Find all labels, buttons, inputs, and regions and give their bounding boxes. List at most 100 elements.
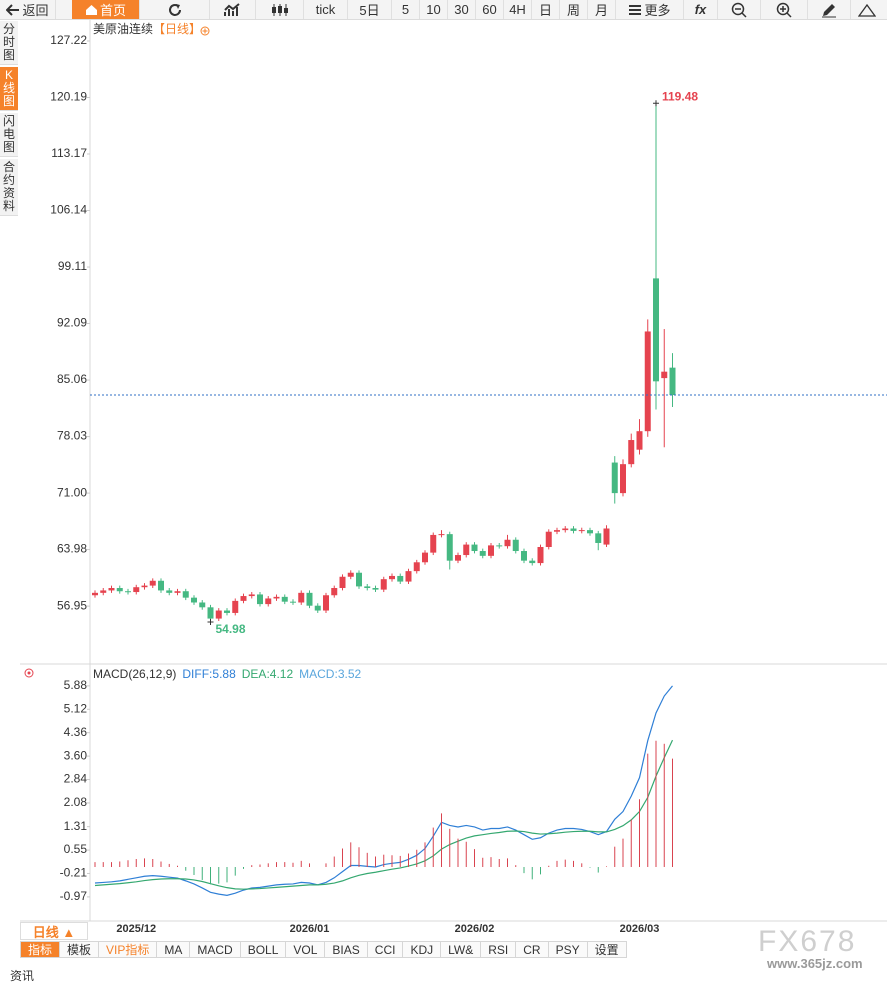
candle-body	[644, 331, 651, 432]
candle-body	[257, 594, 263, 605]
side-tab[interactable]: 闪电图	[0, 113, 18, 157]
y-tick-label: 78.03	[57, 429, 87, 443]
indicator-tabs: 指标 模板 VIP指标 MA MACD BOLL VOL BIAS CCI KDJ LW& RSI CR…	[20, 941, 627, 958]
period-button[interactable]: 月	[588, 0, 616, 19]
period-button[interactable]: 日	[532, 0, 560, 19]
y-tick-label: 2.08	[64, 795, 88, 809]
indicator-tab[interactable]: KDJ	[403, 941, 442, 958]
collapse-button[interactable]	[851, 0, 883, 19]
indicator-tab[interactable]: MACD	[190, 941, 241, 958]
period-button[interactable]: 5日	[348, 0, 392, 19]
back-button[interactable]: 返回	[0, 0, 56, 19]
candle-body	[603, 528, 610, 545]
settings-icon[interactable]	[24, 668, 34, 678]
side-tab[interactable]: K线图	[0, 67, 18, 111]
candle-body	[224, 610, 230, 613]
candle-body	[620, 464, 626, 494]
candle-body	[669, 367, 676, 395]
home-button[interactable]: 首页	[72, 0, 140, 19]
indicator-tab[interactable]: RSI	[481, 941, 517, 958]
period-button[interactable]: 4H	[504, 0, 532, 19]
y-tick-label: 1.31	[64, 819, 88, 833]
candle-body	[273, 596, 280, 599]
refresh-button[interactable]	[140, 0, 210, 19]
candle-body	[537, 546, 544, 564]
candle-body	[446, 534, 453, 561]
y-tick-label: 127.22	[50, 33, 87, 47]
period-button[interactable]: 周	[560, 0, 588, 19]
candle-body	[471, 544, 478, 552]
period-button[interactable]: 60	[476, 0, 504, 19]
candle-body	[397, 575, 404, 582]
more-button[interactable]: 更多	[616, 0, 684, 19]
x-tick-label: 2025/12	[116, 923, 156, 935]
min-label: 54.98	[216, 622, 246, 636]
legend-separator: :	[266, 667, 269, 681]
candle-body	[529, 560, 536, 564]
candle-body	[290, 601, 296, 603]
side-tab[interactable]: 合约资料	[0, 159, 18, 216]
chart-type-button[interactable]	[210, 0, 256, 19]
candle-body	[438, 534, 445, 536]
period-selector[interactable]: 日线 ▲	[20, 922, 88, 940]
watermark-site: www.365jz.com	[764, 956, 866, 971]
candle-body	[611, 462, 618, 494]
indicator-tab[interactable]: 设置	[587, 941, 627, 958]
period-button[interactable]: 10	[420, 0, 448, 19]
candle-body	[240, 596, 247, 601]
indicator-tab[interactable]: CR	[516, 941, 549, 958]
candle-body	[512, 539, 519, 552]
candle-body	[281, 596, 288, 602]
period-button[interactable]: 30	[448, 0, 476, 19]
indicator-tab[interactable]: LW&	[441, 941, 482, 958]
candle-body	[636, 431, 643, 450]
draw-button[interactable]	[808, 0, 851, 19]
indicator-tab[interactable]: VOL	[286, 941, 326, 958]
indicator-tab[interactable]: BIAS	[325, 941, 368, 958]
y-tick-label: 63.98	[57, 542, 87, 556]
indicator-tab[interactable]: PSY	[548, 941, 588, 958]
zoom-out-button[interactable]	[718, 0, 761, 19]
indicator-tab[interactable]: 模板	[60, 941, 100, 958]
chart-title: 美原油连续【日线】	[93, 21, 201, 36]
indicator-tab[interactable]: VIP指标	[99, 941, 158, 958]
candle-body	[570, 528, 577, 531]
y-tick-label: 113.17	[51, 146, 87, 160]
candle-body	[199, 602, 206, 608]
y-tick-label: 99.11	[58, 259, 87, 273]
candle-body	[488, 545, 494, 556]
candle-body	[587, 530, 593, 534]
footer-tab[interactable]: 资讯	[10, 969, 35, 983]
formula-button[interactable]: fx	[684, 0, 718, 19]
candle-body	[661, 371, 668, 379]
candle-body	[372, 588, 379, 590]
candle-body	[92, 592, 98, 596]
add-icon[interactable]	[200, 26, 210, 36]
candle-body	[595, 533, 602, 543]
legend-value: 4.12	[270, 667, 294, 681]
indicator-tab[interactable]: MA	[157, 941, 191, 958]
indicator-tab[interactable]: BOLL	[240, 941, 287, 958]
x-tick-label: 2026/02	[455, 923, 495, 935]
y-tick-label: -0.97	[60, 889, 88, 903]
y-tick-label: 5.12	[64, 701, 88, 715]
candle-type-button[interactable]	[256, 0, 304, 19]
candle-body	[248, 594, 255, 597]
zoom-in-button[interactable]	[761, 0, 808, 19]
period-label: 【日线】	[153, 22, 201, 36]
side-tabs: 分时图 K线图闪电图合约资料	[0, 21, 18, 218]
legend-separator: :	[334, 667, 337, 681]
min-marker	[207, 618, 214, 625]
period-button[interactable]: tick	[304, 0, 348, 19]
indicator-tab[interactable]: CCI	[367, 941, 404, 958]
candle-body	[422, 552, 428, 563]
home-label: 首页	[99, 3, 126, 18]
side-tab[interactable]: 分时图	[0, 21, 18, 65]
candle-body	[364, 586, 371, 589]
candle-body	[182, 591, 189, 598]
candle-body	[356, 572, 362, 587]
period-button[interactable]: 5	[392, 0, 420, 19]
y-tick-label: 85.06	[57, 372, 87, 386]
indicator-tab[interactable]: 指标	[20, 941, 61, 958]
